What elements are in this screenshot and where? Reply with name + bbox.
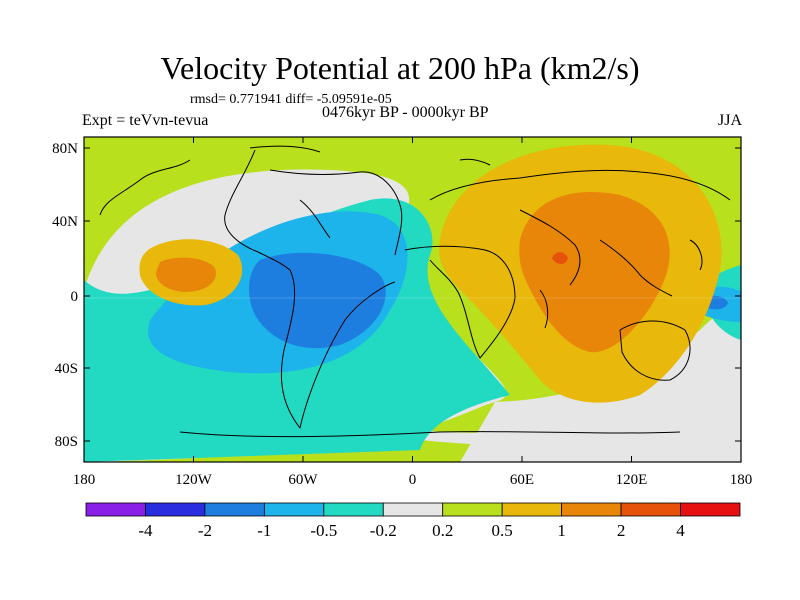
colorbar-swatch [382, 502, 444, 517]
colorbar-swatch [263, 502, 325, 517]
colorbar-label: 0.2 [432, 521, 453, 540]
lat-tick-label: 40S [55, 361, 78, 377]
colorbar-swatch [204, 502, 265, 517]
colorbar-swatch [442, 502, 503, 517]
contour-positive-orange [519, 192, 670, 353]
colorbar-label: -4 [138, 521, 153, 540]
period-text: 0476kyr BP - 0000kyr BP [322, 104, 489, 121]
colorbar-label: 0.5 [492, 521, 513, 540]
colorbar-label: -0.2 [370, 521, 397, 540]
colorbar-swatch [561, 502, 622, 517]
lon-tick-label: 180 [730, 472, 753, 488]
colorbar-swatch [501, 502, 563, 517]
season-label: JJA [717, 112, 742, 129]
colorbar-swatch [323, 502, 384, 517]
lat-tick-label: 0 [71, 289, 79, 305]
longitude-ticks: 180 120W 60W 0 60E 120E 180 [73, 137, 753, 488]
colorbar-swatch [680, 502, 741, 517]
coastlines [99, 145, 731, 438]
stats-text: rmsd= 0.771941 diff= -5.09591e-05 [190, 92, 392, 107]
colorbar-label: -1 [257, 521, 271, 540]
lon-tick-label: 120W [175, 472, 213, 488]
contour-positive-red [552, 252, 568, 264]
latitude-ticks: 80N 40N 0 40S 80S [52, 141, 741, 450]
colorbar-label: 4 [676, 521, 685, 540]
colorbar-label: 2 [617, 521, 626, 540]
lon-tick-label: 120E [616, 472, 648, 488]
colorbar: -4 -2 -1 -0.5 -0.2 0.2 0.5 1 2 4 [85, 502, 741, 540]
experiment-label: Expt = teVvn-tevua [82, 112, 209, 129]
lat-tick-label: 80S [55, 434, 78, 450]
colorbar-swatch [145, 502, 206, 517]
contour-pacific-orange [155, 257, 216, 292]
lon-tick-label: 0 [409, 472, 417, 488]
chart-title: Velocity Potential at 200 hPa (km2/s) [160, 50, 640, 86]
lat-tick-label: 80N [52, 141, 78, 157]
colorbar-label: -2 [198, 521, 212, 540]
contour-blue-core [248, 252, 386, 349]
lon-tick-label: 180 [73, 472, 96, 488]
contour-field [84, 137, 741, 462]
colorbar-label: 1 [557, 521, 566, 540]
lat-tick-label: 40N [52, 214, 78, 230]
colorbar-swatch [85, 502, 146, 517]
lon-tick-label: 60E [510, 472, 534, 488]
colorbar-label: -0.5 [310, 521, 337, 540]
contour-neutral-antarctic [420, 385, 741, 448]
lon-tick-label: 60W [288, 472, 318, 488]
colorbar-swatch [620, 502, 681, 517]
